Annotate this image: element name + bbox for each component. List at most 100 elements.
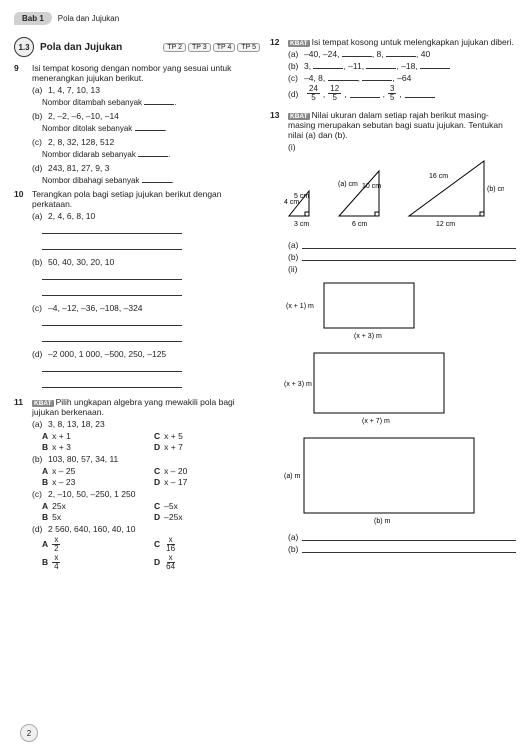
q9b: (b)2, –2, –6, –10, –14 bbox=[32, 111, 260, 121]
option[interactable]: B5x bbox=[42, 512, 148, 522]
option[interactable]: Bx – 23 bbox=[42, 477, 148, 487]
q11d: (d)2 560, 640, 160, 40, 10 bbox=[32, 524, 260, 534]
label: 12 cm bbox=[436, 221, 455, 228]
bab-tab: Bab 1 bbox=[14, 12, 52, 25]
blank-field[interactable] bbox=[386, 49, 416, 57]
blank-field[interactable] bbox=[135, 123, 165, 131]
label: (a) m bbox=[284, 473, 301, 480]
blank-field[interactable] bbox=[405, 90, 435, 98]
section-title: Pola dan Jujukan bbox=[40, 42, 122, 53]
tp-badge: TP 3 bbox=[188, 43, 211, 52]
q10d: (d)–2 000, 1 000, –500, 250, –125 bbox=[32, 349, 260, 359]
label: (x + 7) m bbox=[362, 418, 390, 425]
blank-field[interactable] bbox=[302, 533, 516, 541]
page-number: 2 bbox=[20, 724, 38, 742]
blank-field[interactable] bbox=[138, 149, 168, 157]
q12c: (c)–4, 8, , , –64 bbox=[288, 73, 516, 83]
option[interactable]: Cx16 bbox=[154, 536, 260, 553]
q9a-note: Nombor ditambah sebanyak . bbox=[42, 97, 260, 107]
q10b: (b)50, 40, 30, 20, 10 bbox=[32, 257, 260, 267]
q-text: KBATPilih ungkapan algebra yang mewakili… bbox=[32, 397, 260, 417]
label: (b) cm bbox=[487, 186, 504, 193]
label: 4 cm bbox=[284, 199, 299, 206]
option[interactable]: Cx – 20 bbox=[154, 466, 260, 476]
blank-field[interactable] bbox=[42, 334, 182, 342]
blank-field[interactable] bbox=[302, 253, 516, 261]
blank-field[interactable] bbox=[328, 73, 358, 81]
q10a: (a)2, 4, 6, 8, 10 bbox=[32, 211, 260, 221]
triangles-diagram: 4 cm 5 cm 3 cm (a) cm 10 cm 6 cm 16 cm (… bbox=[284, 156, 516, 236]
question-11: 11 KBATPilih ungkapan algebra yang mewak… bbox=[14, 397, 260, 417]
blank-field[interactable] bbox=[342, 49, 372, 57]
tp-badge: TP 5 bbox=[237, 43, 260, 52]
q-text: KBATIsi tempat kosong untuk melengkapkan… bbox=[288, 37, 514, 47]
blank-field[interactable] bbox=[42, 242, 182, 250]
q11b: (b)103, 80, 57, 34, 11 bbox=[32, 454, 260, 464]
blank-field[interactable] bbox=[302, 545, 516, 553]
q9d: (d)243, 81, 27, 9, 3 bbox=[32, 163, 260, 173]
kbat-badge: KBAT bbox=[32, 400, 54, 407]
blank-field[interactable] bbox=[42, 272, 182, 280]
option[interactable]: Ax + 1 bbox=[42, 431, 148, 441]
question-9: 9 Isi tempat kosong dengan nombor yang s… bbox=[14, 63, 260, 83]
rectangles-diagram: (x + 1) m (x + 3) m (x + 3) m (x + 7) m … bbox=[284, 278, 516, 528]
option[interactable]: Cx + 5 bbox=[154, 431, 260, 441]
rect-svg: (x + 1) m (x + 3) m (x + 3) m (x + 7) m … bbox=[284, 278, 494, 528]
option[interactable]: A25x bbox=[42, 501, 148, 511]
option[interactable]: Bx4 bbox=[42, 554, 148, 571]
option[interactable]: C–5x bbox=[154, 501, 260, 511]
blank-field[interactable] bbox=[42, 318, 182, 326]
label: 3 cm bbox=[294, 221, 309, 228]
q-number: 9 bbox=[14, 63, 28, 83]
blank-field[interactable] bbox=[362, 73, 392, 81]
bab-title: Pola dan Jujukan bbox=[58, 14, 119, 23]
blank-field[interactable] bbox=[42, 288, 182, 296]
q10c: (c)–4, –12, –36, –108, –324 bbox=[32, 303, 260, 313]
question-12: 12 KBATIsi tempat kosong untuk melengkap… bbox=[270, 37, 516, 47]
blank-field[interactable] bbox=[42, 226, 182, 234]
label: 10 cm bbox=[362, 183, 381, 190]
section-number: 1.3 bbox=[14, 37, 34, 57]
q11c: (c)2, –10, 50, –250, 1 250 bbox=[32, 489, 260, 499]
tp-badge: TP 4 bbox=[213, 43, 236, 52]
q9a: (a)1, 4, 7, 10, 13 bbox=[32, 85, 260, 95]
q-number: 12 bbox=[270, 37, 284, 47]
q-number: 11 bbox=[14, 397, 28, 417]
blank-field[interactable] bbox=[366, 61, 396, 69]
q-text: KBATNilai ukuran dalam setiap rajah beri… bbox=[288, 110, 516, 140]
q11a: (a)3, 8, 13, 18, 23 bbox=[32, 419, 260, 429]
blank-field[interactable] bbox=[313, 61, 343, 69]
triangle-svg: 4 cm 5 cm 3 cm (a) cm 10 cm 6 cm 16 cm (… bbox=[284, 156, 504, 236]
right-column: 12 KBATIsi tempat kosong untuk melengkap… bbox=[270, 33, 516, 573]
label: (b) m bbox=[374, 518, 391, 525]
blank-field[interactable] bbox=[420, 61, 450, 69]
kbat-badge: KBAT bbox=[288, 113, 310, 120]
option[interactable]: Ax – 25 bbox=[42, 466, 148, 476]
blank-field[interactable] bbox=[42, 380, 182, 388]
blank-field[interactable] bbox=[302, 241, 516, 249]
q11c-options: A25x C–5x B5x D–25x bbox=[42, 501, 260, 522]
section-header: 1.3 Pola dan Jujukan TP 2 TP 3 TP 4 TP 5 bbox=[14, 37, 260, 57]
kbat-badge: KBAT bbox=[288, 40, 310, 47]
q-text: Isi tempat kosong dengan nombor yang ses… bbox=[32, 63, 260, 83]
blank-field[interactable] bbox=[350, 90, 380, 98]
question-13: 13 KBATNilai ukuran dalam setiap rajah b… bbox=[270, 110, 516, 140]
blank-field[interactable] bbox=[42, 364, 182, 372]
blank-field[interactable] bbox=[144, 97, 174, 105]
label: 6 cm bbox=[352, 221, 367, 228]
option[interactable]: D–25x bbox=[154, 512, 260, 522]
q9d-note: Nombor dibahagi sebanyak . bbox=[42, 175, 260, 185]
option[interactable]: Ax2 bbox=[42, 536, 148, 553]
option[interactable]: Dx + 7 bbox=[154, 442, 260, 452]
q13ii-ans-b: (b) bbox=[288, 544, 516, 554]
label: 5 cm bbox=[294, 193, 309, 200]
option[interactable]: Bx + 3 bbox=[42, 442, 148, 452]
label: (x + 3) m bbox=[354, 333, 382, 340]
option[interactable]: Dx64 bbox=[154, 554, 260, 571]
q11d-options: Ax2 Cx16 Bx4 Dx64 bbox=[42, 536, 260, 571]
option[interactable]: Dx – 17 bbox=[154, 477, 260, 487]
tp-badges: TP 2 TP 3 TP 4 TP 5 bbox=[163, 43, 260, 52]
q13i-ans-a: (a) bbox=[288, 240, 516, 250]
blank-field[interactable] bbox=[142, 175, 172, 183]
q12d: (d) 245, 125, , 35, bbox=[288, 85, 516, 102]
